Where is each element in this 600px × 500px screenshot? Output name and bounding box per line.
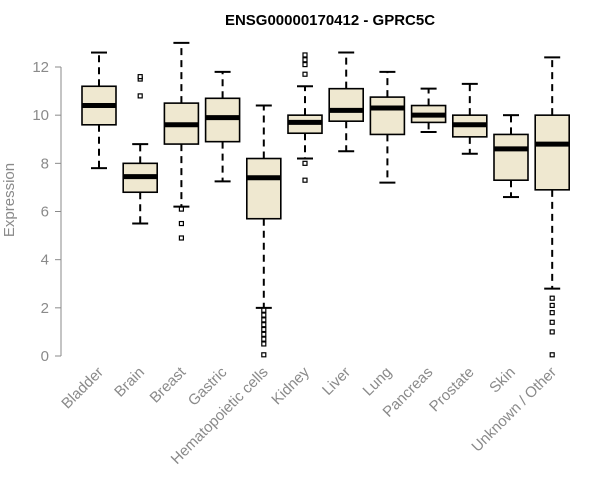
iqr-box xyxy=(493,133,529,181)
box-gastric xyxy=(204,70,241,183)
outlier-point xyxy=(261,312,267,318)
outlier-point xyxy=(549,319,555,325)
outlier-point xyxy=(261,307,267,313)
outlier-point xyxy=(261,352,267,358)
outlier-point xyxy=(261,317,267,323)
box-kidney xyxy=(287,52,323,183)
outlier-point xyxy=(178,206,184,212)
box-brain xyxy=(122,74,158,225)
box-bladder xyxy=(81,51,117,170)
iqr-box xyxy=(246,157,282,220)
y-tick-label: 12 xyxy=(32,59,49,76)
y-tick-label: 10 xyxy=(32,107,49,124)
category-label: Skin xyxy=(486,364,519,397)
y-tick-label: 2 xyxy=(41,300,49,317)
y-tick-label: 4 xyxy=(41,252,49,269)
box-liver xyxy=(328,51,365,153)
outlier-point xyxy=(549,302,555,309)
outlier-point xyxy=(549,329,555,335)
outlier-point xyxy=(178,220,184,227)
box-breast xyxy=(163,41,200,241)
box-skin xyxy=(493,114,529,199)
outlier-point xyxy=(137,93,143,99)
boxes xyxy=(81,41,571,358)
outlier-point xyxy=(178,235,184,241)
box-prostate xyxy=(451,82,488,155)
outlier-point xyxy=(302,52,308,58)
iqr-box xyxy=(328,87,365,122)
outlier-point xyxy=(261,336,267,342)
category-label: Liver xyxy=(319,364,354,399)
y-axis: 0 2 4 6 8 10 12 xyxy=(32,59,62,365)
y-tick-label: 0 xyxy=(41,348,49,365)
iqr-box xyxy=(534,114,571,191)
outlier-point xyxy=(549,295,555,301)
outlier-point xyxy=(302,71,308,77)
chart-title: ENSG00000170412 - GPRC5C xyxy=(225,12,435,29)
box-lung xyxy=(369,70,406,184)
outlier-point xyxy=(261,341,267,347)
y-tick-label: 8 xyxy=(41,155,49,172)
box-hematopoietic-cells xyxy=(246,104,282,358)
box-pancreas xyxy=(410,87,447,134)
outlier-point xyxy=(302,57,308,63)
category-label: Brain xyxy=(111,364,148,401)
category-label: Bladder xyxy=(58,364,107,413)
box-unknown-other xyxy=(534,56,571,358)
y-axis-label: Expression xyxy=(1,163,18,237)
outlier-point xyxy=(302,61,308,68)
outlier-point xyxy=(302,160,308,166)
outlier-point xyxy=(549,310,555,316)
y-tick-label: 6 xyxy=(41,204,49,221)
outlier-point xyxy=(261,322,267,328)
outlier-point xyxy=(261,326,267,333)
category-label: Kidney xyxy=(268,363,313,408)
outlier-point xyxy=(302,177,308,183)
outlier-point xyxy=(549,352,555,358)
outlier-point xyxy=(261,331,267,337)
category-label: Prostate xyxy=(426,364,478,416)
iqr-box xyxy=(369,96,406,136)
category-label: Breast xyxy=(147,363,190,406)
category-label: Lung xyxy=(360,364,396,400)
outlier-point xyxy=(137,74,143,80)
